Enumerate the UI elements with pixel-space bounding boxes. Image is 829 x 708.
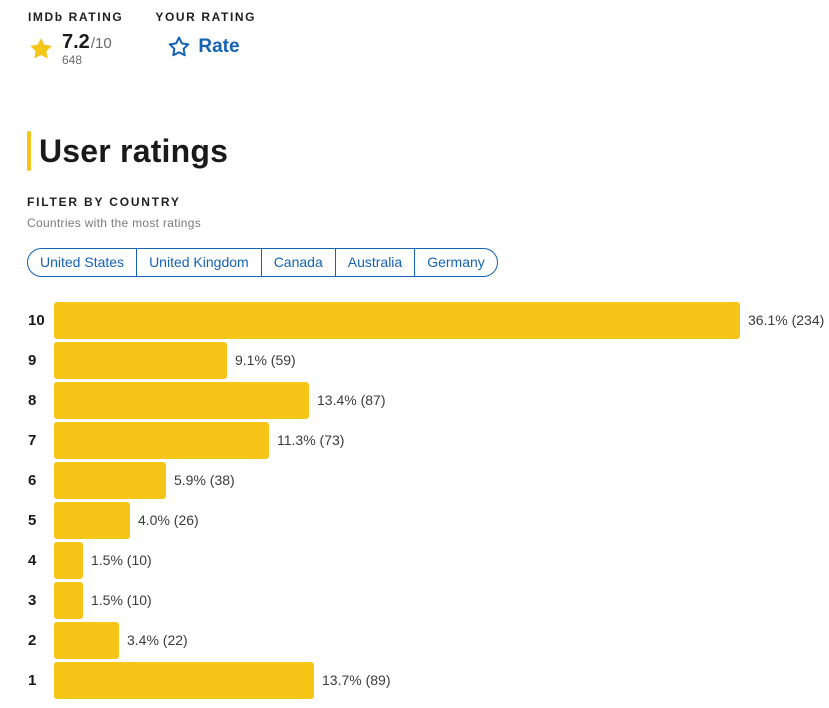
section-accent-bar bbox=[27, 131, 31, 171]
rating-row-1: 1 13.7% (89) bbox=[0, 662, 829, 699]
rating-bar-9 bbox=[54, 342, 227, 379]
rating-row-10: 10 36.1% (234) bbox=[0, 302, 829, 339]
imdb-score: 7.2 bbox=[62, 31, 90, 53]
rating-row-6: 6 5.9% (38) bbox=[0, 462, 829, 499]
rating-bar-4 bbox=[54, 542, 83, 579]
country-filter-group: United States United Kingdom Canada Aust… bbox=[27, 248, 498, 277]
your-rating-label: YOUR RATING bbox=[155, 10, 257, 24]
rating-number-5: 5 bbox=[28, 512, 37, 529]
rating-bar-3 bbox=[54, 582, 83, 619]
rating-number-3: 3 bbox=[28, 592, 37, 609]
rating-number-9: 9 bbox=[28, 352, 37, 369]
rating-value-8: 13.4% (87) bbox=[317, 392, 386, 408]
rating-bar-10 bbox=[54, 302, 740, 339]
section-heading: User ratings bbox=[27, 131, 228, 171]
vote-count: 648 bbox=[62, 53, 83, 67]
rating-row-9: 9 9.1% (59) bbox=[0, 342, 829, 379]
rating-number-2: 2 bbox=[28, 632, 37, 649]
rating-value-3: 1.5% (10) bbox=[91, 592, 152, 608]
rating-row-7: 7 11.3% (73) bbox=[0, 422, 829, 459]
rating-bar-7 bbox=[54, 422, 269, 459]
rating-bar-1 bbox=[54, 662, 314, 699]
rating-summary: IMDb RATING 7.2 /10 648 YOUR RATING Rate bbox=[28, 9, 256, 67]
rating-value-4: 1.5% (10) bbox=[91, 552, 152, 568]
star-filled-icon bbox=[30, 37, 52, 59]
rating-bar-8 bbox=[54, 382, 309, 419]
ratings-histogram: 10 36.1% (234) 9 9.1% (59) 8 13.4% (87) 7 11.3%… bbox=[0, 302, 829, 708]
rating-row-3: 3 1.5% (10) bbox=[0, 582, 829, 619]
rating-row-8: 8 13.4% (87) bbox=[0, 382, 829, 419]
imdb-rating: IMDb RATING 7.2 /10 648 bbox=[28, 9, 123, 67]
filter-label: FILTER BY COUNTRY bbox=[27, 195, 181, 209]
rating-number-8: 8 bbox=[28, 392, 37, 409]
rate-label: Rate bbox=[198, 36, 240, 57]
section-title: User ratings bbox=[39, 132, 229, 169]
rating-bar-5 bbox=[54, 502, 130, 539]
rating-value-6: 5.9% (38) bbox=[174, 472, 235, 488]
rating-number-4: 4 bbox=[28, 552, 37, 569]
imdb-score-max: /10 bbox=[90, 35, 112, 52]
rating-number-6: 6 bbox=[28, 472, 37, 489]
country-chip-germany[interactable]: Germany bbox=[414, 249, 497, 276]
rating-value-5: 4.0% (26) bbox=[138, 512, 199, 528]
star-outline-icon bbox=[169, 36, 190, 57]
your-rating: YOUR RATING Rate bbox=[155, 9, 256, 67]
imdb-rating-label: IMDb RATING bbox=[28, 10, 124, 24]
rating-row-2: 2 3.4% (22) bbox=[0, 622, 829, 659]
country-chip-canada[interactable]: Canada bbox=[260, 249, 335, 276]
rating-row-5: 5 4.0% (26) bbox=[0, 502, 829, 539]
country-chip-australia[interactable]: Australia bbox=[334, 249, 414, 276]
rating-value-2: 3.4% (22) bbox=[127, 632, 188, 648]
rating-value-10: 36.1% (234) bbox=[748, 312, 825, 328]
rating-number-10: 10 bbox=[28, 312, 45, 329]
rating-value-9: 9.1% (59) bbox=[235, 352, 296, 368]
rating-number-1: 1 bbox=[28, 672, 37, 689]
rate-button[interactable]: Rate bbox=[167, 35, 256, 59]
rating-value-7: 11.3% (73) bbox=[277, 432, 345, 448]
filter-subtitle: Countries with the most ratings bbox=[27, 216, 202, 230]
rating-row-4: 4 1.5% (10) bbox=[0, 542, 829, 579]
imdb-rating-value[interactable]: 7.2 /10 648 bbox=[28, 31, 123, 67]
country-chip-united-states[interactable]: United States bbox=[40, 254, 125, 270]
country-chip-united-kingdom[interactable]: United Kingdom bbox=[136, 249, 261, 276]
rating-number-7: 7 bbox=[28, 432, 37, 449]
rating-bar-6 bbox=[54, 462, 166, 499]
rating-bar-2 bbox=[54, 622, 119, 659]
rating-value-1: 13.7% (89) bbox=[322, 672, 391, 688]
